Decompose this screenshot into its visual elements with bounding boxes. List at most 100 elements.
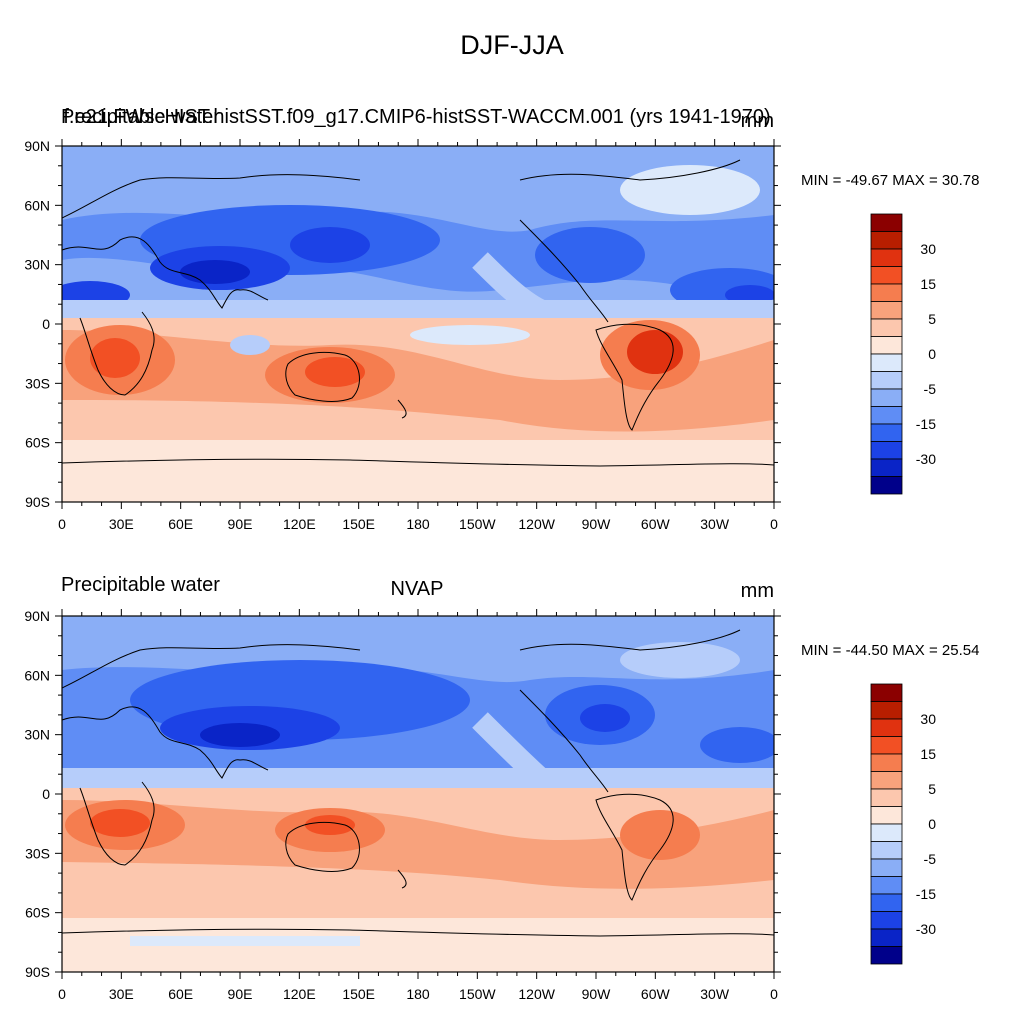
coastlines [62, 159, 774, 467]
lon-tick-label: 120E [283, 516, 316, 532]
lon-tick-label: 30W [700, 986, 730, 1002]
colorbar-swatch [870, 231, 903, 250]
colorbar-swatch [870, 213, 903, 232]
colorbar-swatch [870, 476, 903, 495]
lat-tick-label: 90S [25, 494, 50, 510]
colorbar-swatch [870, 441, 903, 460]
lon-tick-label: 0 [58, 986, 66, 1002]
lat-tick-label: 0 [42, 786, 50, 802]
lon-tick-label: 0 [58, 516, 66, 532]
axes-bottom: 90N 60N 30N 0 30S 60S 90S 0 30E 60E 90E 120E 150E 180… [24, 608, 781, 1002]
colorbar-swatch [870, 266, 903, 285]
lat-tick-label: 60S [25, 435, 50, 451]
colorbar-swatch [870, 876, 903, 895]
colorbar-label: 15 [920, 276, 936, 292]
colorbar-swatch [870, 858, 903, 877]
min-max-stats: MIN = -44.50 MAX = 25.54 [801, 642, 980, 659]
lat-tick-label: 90N [24, 138, 50, 154]
panel-units-label: mm [740, 580, 774, 602]
colorbar-swatch [870, 318, 903, 337]
lon-tick-label: 150E [342, 986, 375, 1002]
colorbar-swatch [870, 388, 903, 407]
colorbar-label: -15 [916, 886, 936, 902]
lat-tick-label: 90S [25, 964, 50, 980]
lon-tick-label: 30W [700, 516, 730, 532]
panel-center-label: f.e21.FWscHIST.histSST.f09_g17.CMIP6-his… [63, 106, 771, 128]
lon-tick-label: 60W [641, 986, 671, 1002]
colorbar-swatch [870, 336, 903, 355]
colorbar-swatch [870, 946, 903, 965]
panel-left-label: Precipitable water [61, 106, 220, 128]
colorbar-label: 30 [920, 241, 936, 257]
colorbar-swatch [870, 823, 903, 842]
lon-tick-label: 0 [770, 516, 778, 532]
colorbar-label: 0 [928, 346, 936, 362]
lon-tick-label: 150W [459, 986, 496, 1002]
colorbar-top: 30 15 5 0 -5 -15 -30 [870, 213, 937, 495]
lon-tick-label: 90E [228, 516, 253, 532]
colorbar-label: -5 [924, 381, 937, 397]
colorbar-label: -30 [916, 451, 936, 467]
colorbar-swatch [870, 301, 903, 320]
lon-tick-label: 120E [283, 986, 316, 1002]
colorbar-swatch [870, 683, 903, 702]
lon-tick-label: 180 [406, 986, 430, 1002]
lat-tick-label: 60N [24, 667, 50, 683]
colorbar-label: -15 [916, 416, 936, 432]
lat-tick-label: 90N [24, 608, 50, 624]
colorbar-label: -5 [924, 851, 937, 867]
panel-units-label: mm [740, 110, 774, 132]
colorbar-label: 0 [928, 816, 936, 832]
colorbar-swatch [870, 753, 903, 772]
colorbar-swatch [870, 406, 903, 425]
lat-tick-label: 0 [42, 316, 50, 332]
colorbar-label: 5 [928, 781, 936, 797]
colorbar-swatch [870, 423, 903, 442]
lat-tick-label: 30N [24, 257, 50, 273]
lat-tick-label: 30N [24, 727, 50, 743]
axes-top: 90N 60N 30N 0 30S 60S 90S 0 30E 60E 90E 120E 150E 180… [24, 138, 781, 532]
lon-tick-label: 0 [770, 986, 778, 1002]
lon-tick-label: 60E [168, 516, 193, 532]
lat-tick-label: 60N [24, 197, 50, 213]
lon-tick-label: 30E [109, 986, 134, 1002]
colorbar-swatch [870, 911, 903, 930]
colorbar-swatch [870, 928, 903, 947]
lon-tick-label: 150W [459, 516, 496, 532]
colorbar-swatch [870, 353, 903, 372]
min-max-stats: MIN = -49.67 MAX = 30.78 [801, 172, 980, 189]
panel-center-label: NVAP [390, 578, 444, 600]
colorbar-label: 30 [920, 711, 936, 727]
colorbar-label: -30 [916, 921, 936, 937]
contour-map-top [62, 146, 774, 502]
colorbar-swatch [870, 771, 903, 790]
lon-tick-label: 120W [518, 986, 555, 1002]
lat-tick-label: 30S [25, 375, 50, 391]
lat-tick-label: 30S [25, 845, 50, 861]
lon-tick-label: 30E [109, 516, 134, 532]
lat-tick-label: 60S [25, 905, 50, 921]
lon-tick-label: 90W [582, 516, 612, 532]
colorbar-bottom: 30 15 5 0 -5 -15 -30 [870, 683, 937, 965]
colorbar-swatch [870, 893, 903, 912]
colorbar-swatch [870, 806, 903, 825]
colorbar-swatch [870, 736, 903, 755]
lon-tick-label: 180 [406, 516, 430, 532]
colorbar-swatch [870, 283, 903, 302]
colorbar-swatch [870, 458, 903, 477]
colorbar-swatch [870, 718, 903, 737]
panel-left-label: Precipitable water [61, 574, 220, 596]
lon-tick-label: 150E [342, 516, 375, 532]
colorbar-swatch [870, 701, 903, 720]
contour-map-bottom [62, 616, 774, 972]
colorbar-label: 15 [920, 746, 936, 762]
lon-tick-label: 60W [641, 516, 671, 532]
colorbar-swatch [870, 788, 903, 807]
lon-tick-label: 120W [518, 516, 555, 532]
colorbar-label: 5 [928, 311, 936, 327]
lon-tick-label: 60E [168, 986, 193, 1002]
colorbar-swatch [870, 248, 903, 267]
lon-tick-label: 90W [582, 986, 612, 1002]
colorbar-swatch [870, 841, 903, 860]
